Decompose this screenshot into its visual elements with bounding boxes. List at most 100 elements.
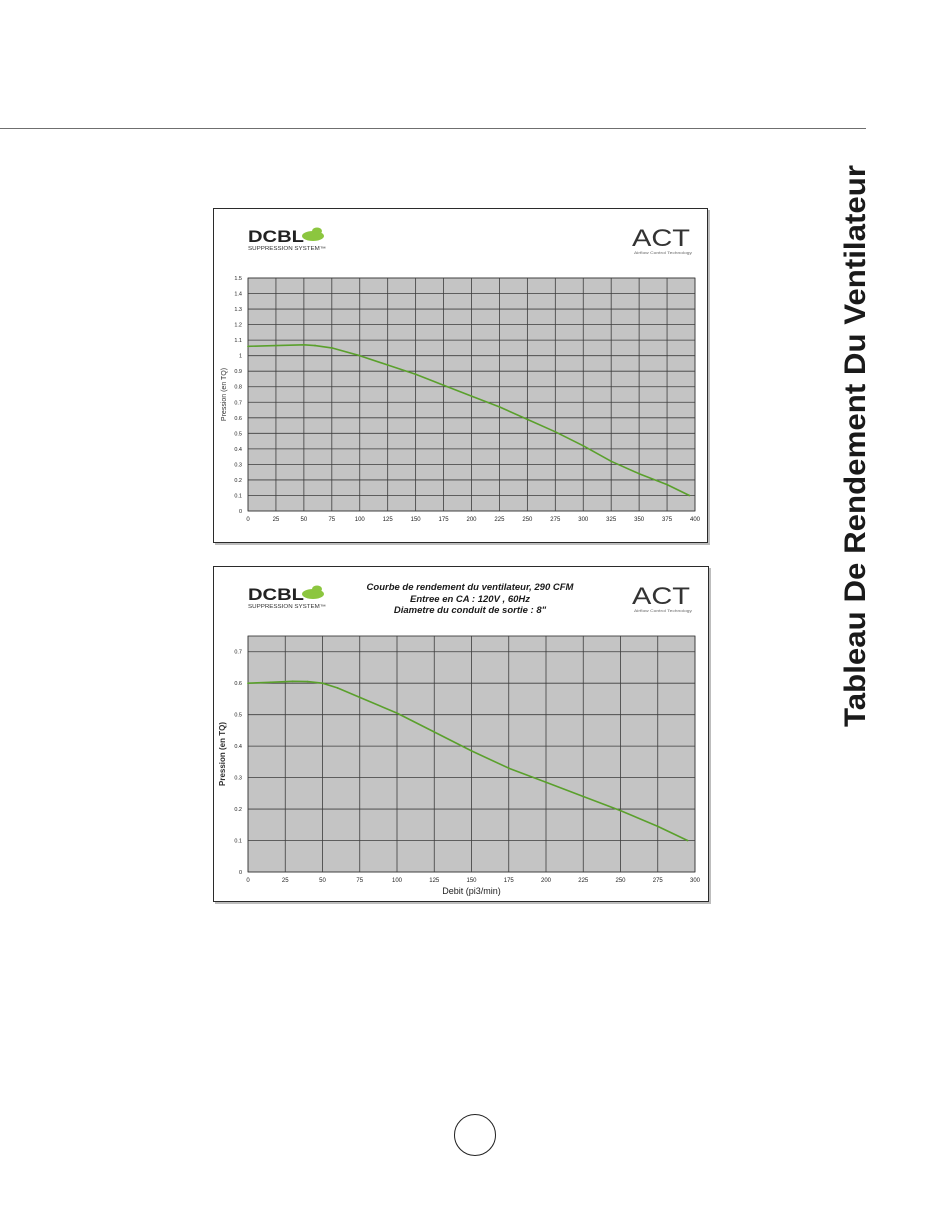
side-title: Tableau De Rendement Du Ventilateur: [838, 160, 872, 730]
x-tick-label: 250: [522, 517, 533, 523]
fan-curve-data-point: [470, 749, 473, 752]
x-tick-label: 175: [504, 878, 515, 884]
y-tick-label: 1.4: [234, 292, 242, 298]
act-tagline: Airflow Control Technology: [634, 250, 692, 255]
y-tick-label: 1.5: [234, 276, 242, 282]
x-tick-label: 100: [355, 517, 366, 523]
y-tick-label: 0.1: [234, 493, 242, 499]
fan-curve-data-point: [306, 680, 309, 683]
x-tick-label: 400: [690, 517, 701, 523]
y-tick-label: 0.5: [234, 431, 242, 437]
fan-curve-data-point: [582, 795, 585, 798]
fan-curve-data-point: [336, 687, 339, 689]
side-title-text: Tableau De Rendement Du Ventilateur: [839, 165, 872, 727]
x-tick-label: 300: [578, 517, 589, 523]
y-tick-label: 0.2: [234, 807, 242, 813]
fan-curve-data-point: [291, 680, 294, 683]
x-tick-label: 175: [439, 517, 450, 523]
y-tick-label: 0.6: [234, 681, 242, 687]
fan-curve-data-point: [666, 483, 668, 486]
fan-curve-data-point: [507, 767, 510, 770]
fan-curve-data-point: [688, 494, 691, 497]
fan-curve-data-point: [386, 364, 389, 366]
x-tick-label: 375: [662, 517, 673, 523]
fan-curve-data-point: [498, 406, 501, 408]
fan-curve-data-point: [582, 444, 585, 447]
fan-curve-data-point: [610, 460, 613, 463]
fan-curve-data-point: [526, 418, 529, 421]
dcbl-logo-text: DCBL: [248, 227, 304, 246]
y-tick-label: 1.1: [234, 338, 242, 344]
y-tick-label: 0.7: [234, 650, 242, 656]
y-tick-label: 0.9: [234, 369, 242, 375]
y-tick-label: 1: [239, 354, 242, 360]
y-tick-label: 0.6: [234, 416, 242, 422]
y-tick-label: 0.2: [234, 478, 242, 484]
x-axis-label: Debit (pi3/min): [442, 886, 501, 896]
fan-curve-data-point: [247, 682, 249, 685]
act-tagline: Airflow Control Technology: [634, 608, 692, 613]
page-number-circle: [454, 1114, 496, 1156]
x-tick-label: 125: [383, 517, 394, 523]
y-tick-label: 1.3: [234, 307, 242, 313]
fan-curve-data-point: [619, 809, 622, 812]
x-tick-label: 200: [541, 878, 552, 884]
dcbl-tagline: SUPPRESSION SYSTEM™: [248, 246, 326, 252]
chart-title-line: Entree en CA : 120V , 60Hz: [410, 594, 530, 605]
fan-curve-data-point: [442, 384, 445, 387]
fan-curve-data-point: [686, 839, 689, 842]
y-tick-label: 0.4: [234, 447, 242, 453]
x-tick-label: 300: [690, 878, 701, 884]
x-tick-label: 0: [246, 878, 250, 884]
y-tick-label: 0.8: [234, 385, 242, 391]
y-tick-label: 0.1: [234, 839, 242, 845]
fan-curve-data-point: [358, 696, 361, 699]
dcbl-logo-text: DCBL: [248, 585, 304, 604]
fan-curve-data-point: [656, 825, 659, 828]
grid-lines: [247, 636, 696, 873]
y-tick-label: 0.3: [234, 776, 242, 782]
leaf-icon: [312, 585, 322, 593]
fan-curve-data-point: [554, 430, 557, 433]
act-logo-text: ACT: [632, 583, 690, 610]
fan-curve-data-point: [269, 681, 272, 684]
fan-curve-data-point: [433, 731, 436, 733]
grid-lines: [247, 277, 696, 512]
chart-title-line: Diametre du conduit de sortie : 8": [394, 605, 547, 616]
x-tick-label: 50: [301, 517, 308, 523]
fan-curve-data-point: [545, 781, 547, 784]
y-tick-label: 0.7: [234, 400, 242, 406]
x-tick-label: 25: [282, 878, 289, 884]
x-tick-label: 275: [550, 517, 561, 523]
dcbl-tagline: SUPPRESSION SYSTEM™: [248, 604, 326, 610]
x-tick-label: 275: [653, 878, 664, 884]
fan-curve-data-point: [330, 347, 333, 349]
fan-curve-data-point: [638, 472, 641, 475]
fan-curve-data-point: [314, 344, 316, 347]
chart-title-line: Courbe de rendement du ventilateur, 290 …: [367, 582, 575, 593]
fan-curve-series-line: [247, 680, 688, 842]
y-tick-label: 0.4: [234, 744, 242, 750]
fan-curve-panel-1: DCBL SUPPRESSION SYSTEM™ ACT Airflow Contro…: [213, 208, 708, 543]
fan-curve-panel-2: DCBL SUPPRESSION SYSTEM™ ACT Airflow Contro…: [213, 566, 709, 902]
x-tick-label: 50: [319, 878, 326, 884]
fan-curve-series-line: [247, 344, 690, 497]
x-tick-label: 150: [466, 878, 477, 884]
act-logo-text: ACT: [632, 225, 690, 252]
y-axis-label: Pression (en TQ): [221, 368, 228, 421]
y-axis-label: Pression (en TQ): [218, 722, 227, 786]
fan-curve-data-point: [302, 343, 305, 346]
fan-curve-data-point: [247, 345, 249, 348]
x-tick-label: 225: [578, 878, 589, 884]
x-tick-label: 250: [615, 878, 626, 884]
fan-curve-data-point: [358, 354, 361, 357]
fan-curve-data-point: [321, 682, 324, 685]
y-tick-label: 0.5: [234, 713, 242, 719]
x-tick-label: 125: [429, 878, 440, 884]
fan-curve-data-point: [470, 395, 473, 397]
x-tick-label: 100: [392, 878, 403, 884]
